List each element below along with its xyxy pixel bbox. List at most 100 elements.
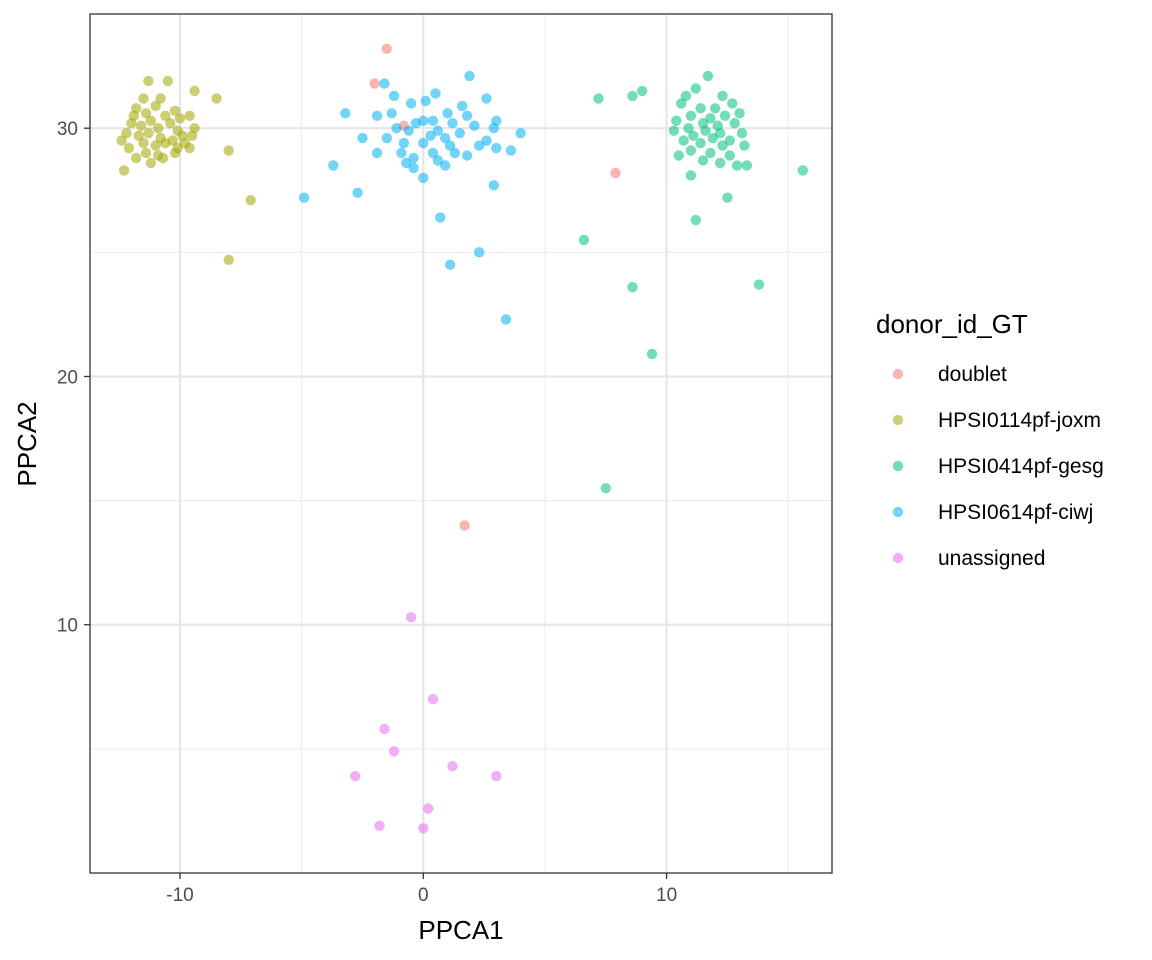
- data-point: [683, 123, 694, 134]
- data-point: [140, 108, 152, 119]
- legend-label: doublet: [938, 363, 1007, 386]
- data-point: [627, 90, 638, 102]
- data-point: [245, 195, 256, 206]
- y-tick-label: 30: [57, 119, 78, 140]
- data-point: [688, 130, 699, 141]
- legend-swatch: [892, 506, 904, 518]
- data-point: [459, 520, 470, 531]
- data-point: [126, 118, 137, 129]
- data-point: [695, 137, 706, 149]
- data-point: [121, 128, 132, 139]
- data-point: [396, 147, 407, 159]
- y-axis-title: PPCA2: [12, 401, 42, 486]
- data-point: [741, 160, 753, 171]
- data-point: [488, 123, 499, 134]
- data-point: [211, 93, 222, 104]
- data-point: [454, 128, 465, 139]
- legend-item: unassigned: [892, 547, 1045, 570]
- data-point: [357, 132, 368, 144]
- data-point: [135, 120, 147, 131]
- data-point: [714, 128, 726, 139]
- axes: -10 0 10 10 20 30: [57, 119, 677, 906]
- legend-label: HPSI0114pf-joxm: [938, 409, 1101, 432]
- data-point: [440, 160, 451, 171]
- data-point: [435, 212, 446, 223]
- data-point: [491, 771, 502, 782]
- data-point: [719, 110, 731, 122]
- data-point: [447, 761, 458, 772]
- data-point: [627, 281, 638, 293]
- data-point: [143, 75, 154, 87]
- data-point: [408, 152, 419, 164]
- data-point: [138, 137, 149, 149]
- data-point: [155, 93, 166, 104]
- data-point: [600, 483, 611, 494]
- data-point: [695, 103, 706, 114]
- data-point: [464, 70, 475, 82]
- y-tick-label: 20: [57, 367, 78, 388]
- x-tick-label: -10: [166, 885, 193, 906]
- data-point: [425, 130, 436, 141]
- data-point: [474, 247, 485, 258]
- data-point: [374, 820, 385, 831]
- data-point: [727, 98, 738, 109]
- data-point: [427, 694, 439, 705]
- data-point: [457, 100, 468, 112]
- legend-item: HPSI0614pf-ciwj: [892, 501, 1093, 524]
- data-point: [449, 147, 461, 159]
- data-point: [678, 135, 689, 146]
- data-point: [444, 259, 456, 270]
- legend: donor_id_GT doublet HPSI0114pf-joxm HPSI04…: [876, 309, 1104, 570]
- data-point: [388, 90, 400, 102]
- data-point: [328, 160, 339, 171]
- data-point: [418, 172, 429, 184]
- data-point: [169, 147, 181, 159]
- data-point: [481, 135, 492, 146]
- data-point: [184, 142, 195, 154]
- data-point: [668, 125, 680, 136]
- data-point: [736, 128, 748, 139]
- data-point: [717, 140, 728, 151]
- data-point: [145, 115, 156, 127]
- data-point: [386, 108, 397, 119]
- data-point: [140, 147, 152, 159]
- legend-swatch: [892, 552, 904, 564]
- data-point: [671, 115, 682, 127]
- data-point: [340, 108, 351, 119]
- data-point: [152, 123, 164, 134]
- data-point: [189, 85, 200, 97]
- data-point: [705, 147, 716, 159]
- data-point: [388, 746, 400, 757]
- y-tick-label: 10: [57, 616, 78, 637]
- data-point: [717, 90, 728, 102]
- data-point: [381, 132, 392, 144]
- data-point: [481, 93, 492, 104]
- data-point: [352, 187, 363, 198]
- data-point: [405, 612, 417, 623]
- x-tick-label: 0: [418, 885, 429, 906]
- data-point: [500, 314, 512, 325]
- data-point: [123, 142, 135, 154]
- data-point: [371, 110, 383, 122]
- data-point: [298, 192, 310, 203]
- data-point: [461, 150, 473, 161]
- data-point: [369, 78, 380, 89]
- legend-label: unassigned: [938, 547, 1045, 570]
- data-point: [162, 75, 173, 87]
- data-point: [223, 254, 234, 265]
- data-point: [150, 100, 161, 112]
- data-point: [797, 165, 808, 176]
- data-point: [729, 118, 740, 129]
- data-point: [700, 125, 711, 136]
- data-point: [432, 125, 444, 136]
- data-point: [371, 147, 383, 159]
- data-point: [350, 771, 361, 782]
- data-point: [685, 170, 697, 181]
- data-point: [165, 118, 176, 129]
- data-point: [722, 192, 733, 203]
- data-point: [646, 348, 658, 360]
- data-point: [160, 110, 171, 122]
- data-point: [403, 125, 414, 136]
- data-point: [447, 118, 458, 129]
- data-point: [174, 113, 186, 124]
